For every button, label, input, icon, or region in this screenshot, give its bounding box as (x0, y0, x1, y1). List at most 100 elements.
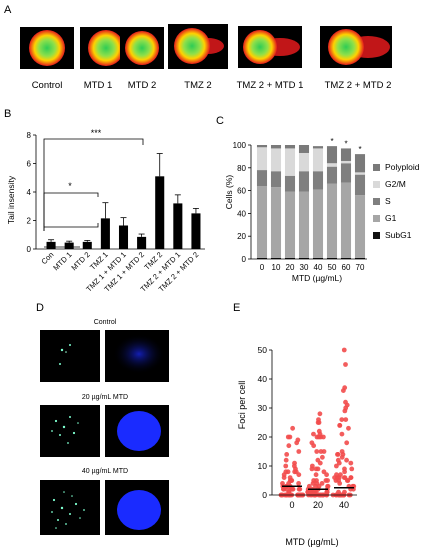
micro-nucleus-20 (105, 405, 169, 457)
chart-c-legend-swatch (373, 198, 380, 205)
chart-c-bar-segment (326, 163, 338, 167)
chart-e-point (348, 475, 354, 480)
chart-c-bar-segment (340, 148, 352, 161)
chart-b-xtick-label: MTD 2 (69, 250, 91, 272)
chart-b-ytick-label: 2 (27, 217, 32, 226)
chart-c-bar-segment (326, 183, 338, 258)
chart-e-point (311, 478, 317, 483)
chart-c-bar-segment (354, 257, 366, 259)
chart-e-point (281, 475, 287, 480)
chart-e-xlabel: MTD (µg/mL) (285, 537, 338, 547)
chart-e-point (349, 466, 355, 472)
chart-c-bar-segment (284, 191, 296, 258)
chart-c-bar-segment (312, 148, 324, 172)
chart-c-bar-segment (312, 146, 324, 149)
chart-c: Cells (%) MTD (µg/mL) 0 20 40 60 80 100 * * * 0… (224, 137, 420, 283)
chart-e-point (317, 411, 323, 417)
chart-e-point (319, 454, 325, 460)
chart-e-point (285, 469, 291, 475)
chart-e-point (337, 423, 343, 428)
chart-c-bar-segment (340, 182, 352, 258)
chart-b-bar (46, 241, 56, 249)
micro-foci-40 (40, 480, 100, 535)
chart-e-point (296, 472, 302, 478)
chart-c-xtick-label: 10 (272, 263, 281, 272)
chart-e-xtick-label: 20 (313, 500, 323, 510)
chart-e-ytick-label: 10 (258, 461, 268, 471)
chart-e-point (319, 481, 325, 486)
chart-b-ytick-label: 6 (27, 160, 32, 169)
chart-e-point (339, 431, 345, 437)
chart-e-point (316, 483, 322, 489)
chart-b-bar (64, 242, 74, 249)
chart-e: Foci per cell MTD (µg/mL) 0 10 20 30 40 50 0 2… (237, 345, 357, 547)
chart-c-bar-segment (340, 160, 352, 164)
chart-e-ylabel: Foci per cell (237, 381, 247, 430)
chart-c-bar-segment (256, 145, 268, 148)
micro-title-control: Control (93, 319, 117, 326)
chart-e-point (283, 463, 289, 469)
chart-b-bar (191, 213, 201, 249)
chart-e-point (314, 449, 320, 454)
chart-e-xtick-label: 0 (289, 500, 294, 510)
chart-b-ylabel: Tail insensity (6, 175, 16, 224)
chart-c-legend-label: S (385, 196, 391, 206)
chart-e-point (283, 457, 289, 463)
panel-letter-d: D (36, 302, 44, 314)
chart-b-bar (137, 236, 147, 249)
chart-c-bar-segment (284, 175, 296, 192)
chart-e-point (293, 466, 298, 472)
chart-e-point (286, 443, 292, 449)
comet-image-mtd2 (120, 27, 164, 69)
chart-e-point (345, 478, 351, 483)
chart-c-legend-label: SubG1 (385, 230, 412, 240)
chart-c-bar-segment (298, 145, 310, 153)
chart-e-ytick-label: 0 (262, 490, 267, 500)
chart-c-xtick-label: 30 (300, 263, 309, 272)
chart-e-point (316, 428, 322, 434)
chart-e-ytick-label: 50 (258, 345, 268, 355)
chart-e-point (343, 399, 348, 405)
chart-c-legend-swatch (373, 164, 380, 171)
chart-c-bar-segment (256, 186, 268, 258)
chart-b-sig-star-single: * (68, 181, 72, 191)
chart-c-bar-segment (270, 257, 282, 259)
chart-e-point (287, 434, 293, 440)
chart-e-ytick-label: 30 (258, 403, 268, 413)
chart-b-sig-star-triple: *** (91, 128, 102, 138)
chart-c-xtick-label: 60 (342, 263, 351, 272)
chart-e-point (340, 452, 346, 457)
chart-e-point (313, 472, 319, 478)
chart-e-point (311, 431, 316, 437)
chart-c-bar-segment (298, 152, 310, 172)
chart-c-ylabel: Cells (%) (224, 175, 234, 210)
chart-e-point (308, 489, 314, 495)
chart-c-xtick-label: 40 (314, 263, 323, 272)
chart-e-ytick-label: 20 (258, 432, 268, 442)
chart-e-point (294, 440, 300, 446)
chart-e-ytick-label: 40 (258, 374, 268, 384)
chart-c-sig-star: * (358, 145, 361, 154)
chart-c-bar-segment (312, 257, 324, 259)
chart-e-point (344, 440, 350, 446)
chart-c-ytick-label: 100 (233, 141, 247, 150)
chart-c-bar-segment (354, 195, 366, 258)
chart-c-bar-segment (340, 257, 352, 259)
chart-c-bar-segment (284, 145, 296, 149)
chart-b-sig-bracket-star (43, 192, 99, 231)
chart-e-point (297, 486, 303, 492)
panel-letter-a: A (4, 4, 12, 16)
chart-c-xtick-label: 70 (356, 263, 365, 272)
chart-e-point (320, 434, 326, 440)
chart-e-point (281, 486, 287, 492)
chart-b-ytick-label: 8 (27, 131, 32, 140)
micro-foci-control (40, 330, 100, 382)
chart-c-bar-segment (256, 170, 268, 187)
chart-c-bar-segment (270, 145, 282, 149)
micro-nucleus-40 (105, 480, 169, 535)
chart-c-legend-swatch (373, 232, 380, 239)
chart-e-xtick-label: 40 (339, 500, 349, 510)
chart-c-xlabel: MTD (µg/mL) (292, 273, 342, 283)
chart-e-point (316, 420, 322, 425)
